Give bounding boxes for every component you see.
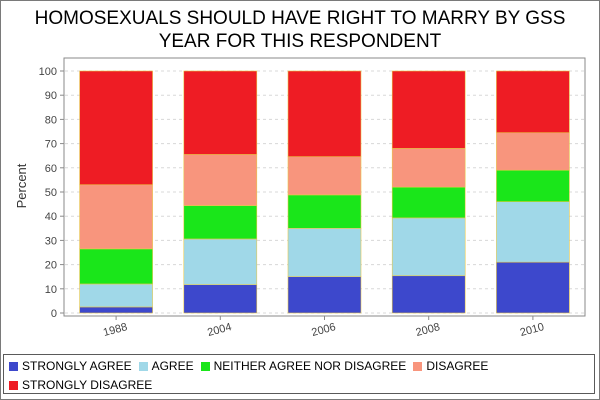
legend-swatch-strongly-agree bbox=[9, 361, 18, 371]
x-tick-label-1988: 1988 bbox=[102, 321, 129, 339]
legend-label-agree: AGREE bbox=[151, 359, 194, 373]
bar-1988-strongly-agree bbox=[79, 306, 153, 314]
y-tick-label-30: 30 bbox=[45, 235, 57, 247]
bar-2008-neither-agree-nor-disagree bbox=[391, 186, 466, 219]
bar-2010-strongly-agree bbox=[496, 261, 570, 314]
legend-item-agree: AGREE bbox=[138, 359, 194, 373]
bar-2006-disagree bbox=[287, 156, 362, 196]
legend-label-disagree: DISAGREE bbox=[426, 359, 489, 373]
y-tick-label-60: 60 bbox=[45, 163, 57, 175]
chart-title-line-2: YEAR FOR THIS RESPONDENT bbox=[158, 31, 442, 52]
y-tick-label-100: 100 bbox=[39, 66, 57, 78]
bar-2006-neither-agree-nor-disagree bbox=[287, 194, 362, 229]
legend-item-strongly-disagree: STRONGLY DISAGREE bbox=[9, 378, 152, 392]
bar-2008-disagree bbox=[391, 148, 466, 188]
bar-2010-neither-agree-nor-disagree bbox=[496, 169, 570, 202]
bar-2010-agree bbox=[496, 201, 570, 263]
legend-item-strongly-agree: STRONGLY AGREE bbox=[9, 359, 132, 373]
x-tick-label-2010: 2010 bbox=[519, 321, 546, 339]
y-tick-label-0: 0 bbox=[51, 308, 57, 320]
bars bbox=[79, 70, 570, 314]
x-tick-label-2006: 2006 bbox=[310, 321, 337, 339]
bar-2006-agree bbox=[287, 228, 362, 278]
y-tick-label-50: 50 bbox=[45, 187, 57, 199]
legend-item-disagree: DISAGREE bbox=[413, 359, 488, 373]
legend: STRONGLY AGREE AGREE NEITHER AGREE NOR D… bbox=[3, 354, 595, 394]
legend-label-strongly-disagree: STRONGLY DISAGREE bbox=[22, 378, 153, 392]
legend-row-2: STRONGLY DISAGREE bbox=[9, 378, 159, 392]
bar-2008-strongly-agree bbox=[391, 275, 466, 314]
bar-2004-neither-agree-nor-disagree bbox=[183, 205, 258, 240]
bar-2004-strongly-disagree bbox=[183, 70, 258, 155]
y-axis-label: Percent bbox=[14, 163, 29, 208]
bar-2004-agree bbox=[183, 238, 258, 285]
bar-2006-strongly-disagree bbox=[287, 70, 362, 157]
y-tick-label-80: 80 bbox=[45, 114, 57, 126]
bar-2008-agree bbox=[391, 217, 466, 277]
legend-row-1: STRONGLY AGREE AGREE NEITHER AGREE NOR D… bbox=[9, 359, 495, 373]
x-tick-label-2004: 2004 bbox=[206, 321, 233, 339]
bar-2006-strongly-agree bbox=[287, 276, 362, 314]
bar-2004-strongly-agree bbox=[183, 284, 258, 314]
bar-2004-disagree bbox=[183, 154, 258, 206]
y-tick-label-20: 20 bbox=[45, 260, 57, 272]
legend-swatch-agree bbox=[138, 361, 148, 371]
bar-2010-strongly-disagree bbox=[496, 70, 570, 134]
legend-label-neither: NEITHER AGREE NOR DISAGREE bbox=[213, 359, 407, 373]
y-tick-label-70: 70 bbox=[45, 139, 57, 151]
bar-1988-disagree bbox=[79, 184, 153, 250]
legend-swatch-neither bbox=[200, 361, 210, 371]
x-tick-label-2008: 2008 bbox=[415, 321, 442, 339]
y-tick-label-10: 10 bbox=[45, 284, 57, 296]
legend-swatch-disagree bbox=[413, 361, 423, 371]
bar-2010-disagree bbox=[496, 132, 570, 171]
y-tick-label-90: 90 bbox=[45, 90, 57, 102]
legend-swatch-strongly-disagree bbox=[9, 380, 18, 390]
chart-title-line-1: HOMOSEXUALS SHOULD HAVE RIGHT TO MARRY B… bbox=[34, 8, 566, 29]
legend-item-neither: NEITHER AGREE NOR DISAGREE bbox=[200, 359, 407, 373]
y-tick-label-40: 40 bbox=[45, 211, 57, 223]
legend-label-strongly-agree: STRONGLY AGREE bbox=[22, 359, 132, 373]
bar-2008-strongly-disagree bbox=[391, 70, 466, 149]
bar-1988-strongly-disagree bbox=[79, 70, 153, 186]
bar-1988-agree bbox=[79, 283, 153, 308]
bar-1988-neither-agree-nor-disagree bbox=[79, 248, 153, 285]
